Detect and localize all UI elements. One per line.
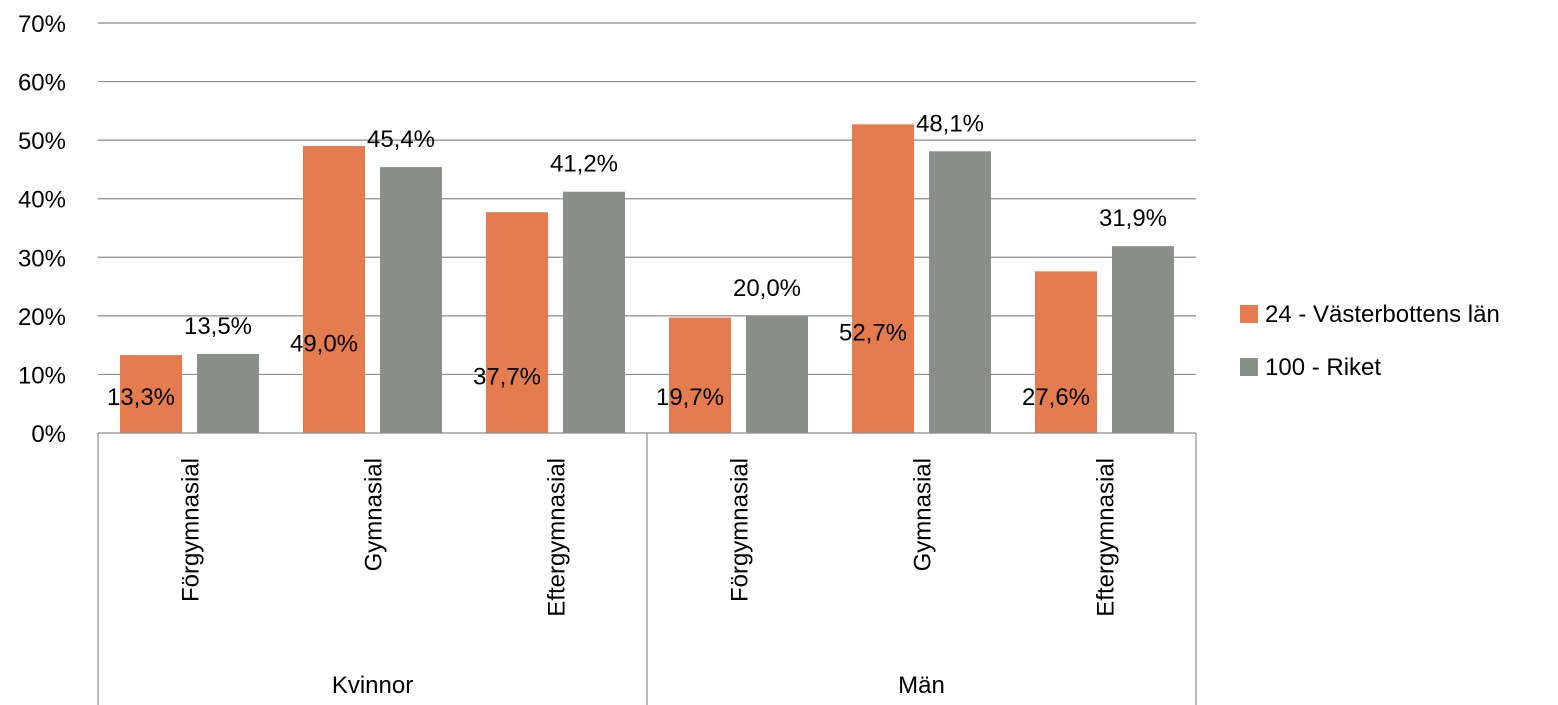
bar-riket: [746, 315, 808, 433]
category-label: Eftergymnasial: [1093, 458, 1120, 617]
data-label: 41,2%: [550, 151, 618, 178]
y-tick-label: 10%: [18, 362, 66, 389]
data-labels: 13,3% 13,5% 49,0% 45,4% 37,7% 41,2% 19,7% 20,0%…: [107, 110, 1167, 411]
bar-riket: [197, 353, 259, 433]
y-axis: 0% 10% 20% 30% 40% 50% 60% 70%: [18, 11, 66, 448]
data-label: 37,7%: [473, 364, 541, 391]
gridlines: [98, 22, 1196, 376]
group-label: Män: [898, 672, 945, 699]
bars: [120, 124, 1174, 434]
bar-vasterbotten: [486, 212, 548, 433]
bar-riket: [380, 167, 442, 434]
legend-label: 100 - Riket: [1265, 354, 1381, 381]
category-label: Förgymnasial: [178, 458, 205, 602]
data-label: 20,0%: [733, 275, 801, 302]
bar-riket: [563, 191, 625, 433]
bar-vasterbotten: [669, 317, 731, 433]
legend: 24 - Västerbottens län 100 - Riket: [1240, 301, 1500, 381]
x-axis: Förgymnasial Gymnasial Eftergymnasial Kvinn…: [97, 432, 1197, 705]
data-label: 45,4%: [367, 126, 435, 153]
category-label: Förgymnasial: [727, 458, 754, 602]
bar-vasterbotten: [1035, 271, 1097, 433]
legend-label: 24 - Västerbottens län: [1265, 301, 1500, 328]
group-label: Kvinnor: [332, 672, 413, 699]
category-label: Gymnasial: [910, 458, 937, 571]
data-label: 49,0%: [290, 331, 358, 358]
bar-riket: [929, 151, 991, 433]
data-label: 13,5%: [184, 313, 252, 340]
bar-vasterbotten: [303, 146, 365, 433]
y-tick-label: 30%: [18, 245, 66, 272]
data-label: 19,7%: [656, 384, 724, 411]
data-label: 13,3%: [107, 384, 175, 411]
y-tick-label: 40%: [18, 187, 66, 214]
bar-riket: [1112, 246, 1174, 433]
bar-vasterbotten: [120, 355, 182, 433]
legend-swatch: [1240, 305, 1258, 323]
y-tick-label: 0%: [31, 421, 66, 448]
bar-vasterbotten: [852, 124, 914, 433]
data-label: 52,7%: [839, 320, 907, 347]
data-label: 48,1%: [916, 110, 984, 137]
legend-swatch: [1240, 358, 1258, 376]
y-tick-label: 70%: [18, 11, 66, 38]
category-label: Eftergymnasial: [544, 458, 571, 617]
data-label: 31,9%: [1099, 205, 1167, 232]
category-label: Gymnasial: [361, 458, 388, 571]
y-tick-label: 20%: [18, 304, 66, 331]
y-tick-label: 50%: [18, 128, 66, 155]
data-label: 27,6%: [1022, 384, 1090, 411]
y-tick-label: 60%: [18, 70, 66, 97]
